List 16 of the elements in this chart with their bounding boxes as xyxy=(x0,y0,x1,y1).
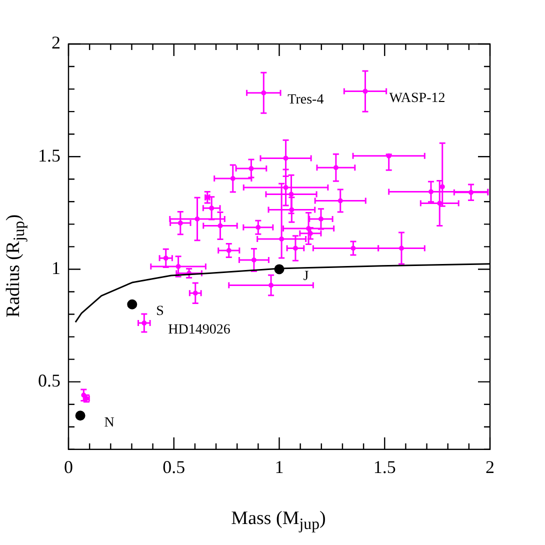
annotation: S xyxy=(156,304,164,320)
x-tick-label: 1.5 xyxy=(373,456,396,477)
annotation: HD149026 xyxy=(168,322,230,338)
annotation: N xyxy=(104,415,114,430)
y-tick-label: 2 xyxy=(52,32,60,53)
annotation: WASP-12 xyxy=(389,90,446,106)
x-tick-label: 1 xyxy=(274,456,284,477)
y-tick-label: 0.5 xyxy=(38,370,60,391)
y-tick-label: 1 xyxy=(52,258,60,278)
x-tick-label: 0.5 xyxy=(162,456,186,477)
x-tick-label: 0 xyxy=(64,456,73,477)
annotation: J xyxy=(303,268,310,284)
y-tick-label: 1.5 xyxy=(38,145,60,166)
x-axis-title: Mass (M$_{jup}$) xyxy=(230,508,327,534)
annotation: Tres-4 xyxy=(288,92,324,108)
x-tick-label: 2 xyxy=(486,456,494,477)
